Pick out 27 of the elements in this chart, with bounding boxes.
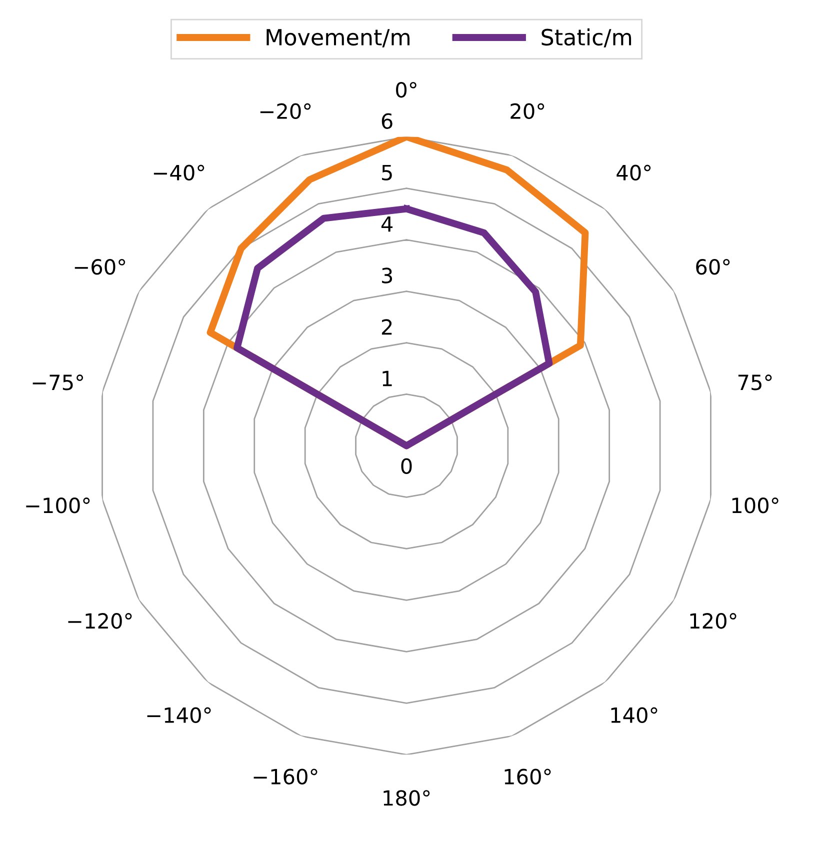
y-tick-label: 4	[381, 216, 393, 232]
spoke-label: 60°	[696, 258, 730, 275]
spoke-label: −40°	[154, 164, 204, 181]
y-tick-label: 0	[401, 458, 412, 474]
spoke-label: 100°	[732, 498, 778, 514]
y-tick-label: 5	[382, 164, 392, 180]
spoke-label: 120°	[690, 613, 736, 629]
y-tick-label: 6	[382, 113, 392, 129]
y-tick-label: 2	[382, 319, 392, 335]
spoke-label: −20°	[260, 103, 311, 120]
spoke-label: 180°	[384, 790, 430, 806]
spoke-label: −140°	[147, 707, 211, 724]
spoke-label: 160°	[504, 768, 551, 784]
spoke-label: 40°	[616, 164, 651, 181]
spoke-label: −120°	[68, 613, 132, 629]
legend-label: Static/m	[542, 28, 632, 48]
spoke-label: 75°	[738, 374, 772, 390]
spoke-label: 20°	[510, 103, 544, 120]
spoke-label: −60°	[74, 258, 126, 275]
spoke-label: −100°	[26, 498, 90, 514]
spoke-label: −160°	[254, 768, 318, 784]
y-tick-label: 1	[382, 370, 392, 386]
legend-label: Movement/m	[266, 29, 410, 48]
spoke-label: 0°	[396, 82, 416, 98]
y-tick-label: 3	[382, 268, 392, 284]
spoke-label: −75°	[32, 374, 84, 390]
spoke-label: 140°	[611, 707, 658, 724]
